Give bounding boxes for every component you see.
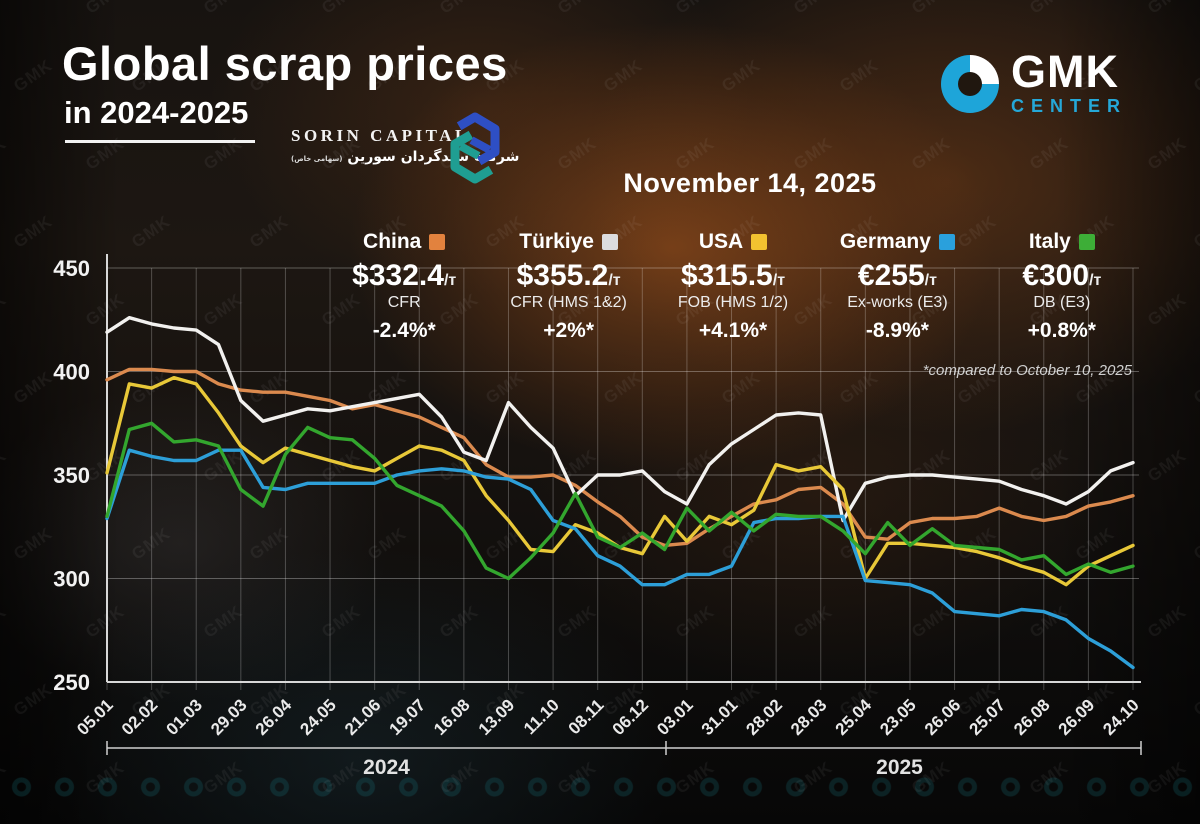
- legend-item-italy: Italy €300/т DB (E3) +0.8%*: [980, 230, 1144, 343]
- y-axis-label: 300: [53, 567, 90, 592]
- legend: China $332.4/т CFR -2.4%* Türkiye $355.2…: [322, 230, 1144, 343]
- sorin-capital-logo-icon: [450, 112, 500, 184]
- y-axis-label: 250: [53, 670, 90, 695]
- legend-change: -2.4%*: [372, 319, 436, 342]
- y-axis-label: 450: [53, 256, 90, 281]
- x-tick-label: 21.06: [341, 695, 385, 739]
- sorin-capital-name: SORIN CAPITAL: [291, 126, 470, 145]
- y-axis-label: 350: [53, 463, 90, 488]
- x-tick-label: 16.08: [430, 695, 474, 739]
- legend-spec: CFR (HMS 1&2): [510, 294, 627, 311]
- x-tick-label: 28.03: [787, 695, 831, 739]
- gmk-center-logo: GMK CENTER: [941, 46, 1128, 117]
- legend-country-label: Germany: [839, 230, 931, 253]
- legend-color-swatch: [601, 234, 618, 250]
- x-tick-label: 25.04: [832, 695, 876, 739]
- legend-item-usa: USA $315.5/т FOB (HMS 1/2) +4.1%*: [651, 230, 815, 343]
- series-line-turkiye: [105, 316, 1135, 523]
- x-tick-label: 26.08: [1010, 695, 1054, 739]
- legend-price: $332.4/т: [352, 259, 457, 292]
- legend-spec: FOB (HMS 1/2): [677, 294, 789, 311]
- page-subtitle: in 2024-2025: [64, 95, 249, 130]
- x-tick-label: 13.09: [475, 695, 519, 739]
- legend-item-turkiye: Türkiye $355.2/т CFR (HMS 1&2) +2%*: [486, 230, 650, 343]
- title-underline: [65, 140, 255, 143]
- legend-spec: Ex-works (E3): [847, 294, 948, 311]
- series-line-italy: [105, 421, 1135, 581]
- legend-country-label: USA: [698, 230, 744, 253]
- y-axis-label: 400: [53, 360, 90, 385]
- x-tick-label: 24.10: [1099, 695, 1143, 739]
- x-tick-label: 01.03: [163, 695, 207, 739]
- gmk-subtitle: CENTER: [1011, 96, 1128, 116]
- report-date: November 14, 2025: [623, 168, 877, 198]
- legend-spec: DB (E3): [1033, 294, 1091, 311]
- legend-change: +2%*: [543, 319, 594, 342]
- legend-price: €300/т: [1022, 259, 1102, 292]
- gmk-name: GMK: [1011, 46, 1119, 97]
- year-label: 2025: [876, 756, 923, 779]
- legend-price: $315.5/т: [680, 259, 786, 292]
- x-tick-label: 02.02: [118, 695, 162, 739]
- x-tick-label: 03.01: [653, 695, 697, 739]
- legend-color-swatch: [751, 234, 768, 250]
- x-tick-label: 31.01: [698, 695, 742, 739]
- legend-color-swatch: [429, 234, 446, 250]
- series-line-china: [105, 367, 1135, 548]
- series-line-germany: [105, 448, 1135, 670]
- legend-item-china: China $332.4/т CFR -2.4%*: [322, 230, 486, 343]
- x-tick-label: 19.07: [386, 695, 430, 739]
- x-tick-label: 11.10: [520, 695, 563, 738]
- legend-spec: CFR: [387, 294, 421, 311]
- legend-country-label: China: [363, 230, 422, 253]
- legend-change: +0.8%*: [1027, 319, 1096, 342]
- x-tick-label: 26.09: [1055, 695, 1099, 739]
- legend-country-label: Italy: [1028, 230, 1071, 253]
- x-tick-label: 06.12: [609, 695, 653, 739]
- gmk-logo-text: GMK CENTER: [1011, 46, 1128, 117]
- legend-color-swatch: [1078, 234, 1095, 250]
- x-tick-label: 26.06: [921, 695, 965, 739]
- x-tick-label: 24.05: [296, 695, 340, 739]
- x-tick-label: 29.03: [207, 695, 251, 739]
- x-tick-label: 26.04: [252, 695, 296, 739]
- x-tick-label: 25.07: [965, 695, 1009, 739]
- legend-color-swatch: [938, 234, 955, 250]
- x-tick-label: 23.05: [876, 695, 920, 739]
- legend-price: €255/т: [857, 259, 937, 292]
- background-bokeh: [0, 770, 1200, 814]
- x-tick-label: 08.11: [565, 695, 608, 738]
- legend-change: -8.9%*: [865, 319, 929, 342]
- legend-price: $355.2/т: [516, 259, 621, 292]
- legend-change: +4.1%*: [698, 319, 768, 342]
- x-tick-label: 28.02: [742, 695, 786, 739]
- year-label: 2024: [363, 756, 410, 779]
- comparison-footnote: *compared to October 10, 2025: [922, 362, 1132, 379]
- page-title: Global scrap prices: [62, 37, 508, 90]
- x-tick-label: 05.01: [73, 695, 117, 739]
- legend-country-label: Türkiye: [519, 230, 594, 253]
- gmk-donut-icon: [941, 54, 999, 113]
- legend-item-germany: Germany €255/т Ex-works (E3) -8.9%*: [815, 230, 979, 343]
